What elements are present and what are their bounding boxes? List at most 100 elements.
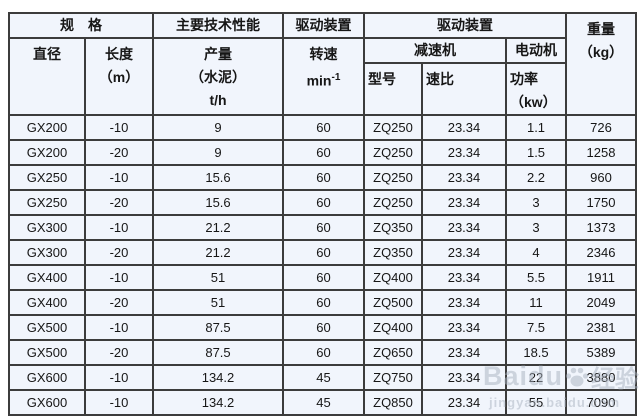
table-cell: 60 [282, 339, 365, 366]
table-cell: 1911 [565, 264, 638, 291]
table-cell: 7090 [565, 389, 638, 416]
header-diameter: 直径 [8, 37, 86, 116]
table-cell: 134.2 [152, 389, 284, 416]
table-cell: 5389 [565, 339, 638, 366]
table-cell: 9 [152, 114, 284, 141]
table-row: GX600 -10 134.2 45 ZQ750 23.34 22 3880 [8, 364, 638, 391]
table-cell: 23.34 [421, 364, 507, 391]
header-speed-line1: 转速 [309, 46, 338, 62]
table-cell: GX400 [8, 264, 86, 291]
table-cell: 1258 [565, 139, 638, 166]
header-model: 型号 [363, 62, 423, 116]
table-row: GX200 -10 9 60 ZQ250 23.34 1.1 726 [8, 114, 638, 141]
header-drive-unit-2: 驱动装置 [362, 12, 568, 39]
table-cell: 726 [565, 114, 638, 141]
header-reducer: 减速机 [363, 37, 507, 64]
header-length-line1: 长度 [105, 46, 133, 62]
table-cell: GX200 [8, 139, 86, 166]
table-cell: 23.34 [421, 114, 507, 141]
table-row: GX500 -10 87.5 60 ZQ400 23.34 7.5 2381 [8, 314, 638, 341]
table-cell: -20 [84, 289, 154, 316]
table-cell: 60 [282, 239, 365, 266]
table-cell: 23.34 [421, 389, 507, 416]
header-drive-unit-1: 驱动装置 [282, 12, 365, 39]
table-cell: 960 [565, 164, 638, 191]
table-cell: ZQ650 [363, 339, 423, 366]
table-cell: 2.2 [504, 164, 568, 191]
table-cell: 3880 [565, 364, 638, 391]
table-cell: 60 [282, 214, 365, 241]
table-cell: 3 [504, 214, 568, 241]
table-row: GX600 -10 134.2 45 ZQ850 23.34 55 7090 [8, 389, 638, 416]
table-cell: GX300 [8, 239, 86, 266]
header-speed-line2: min-1 [306, 72, 341, 89]
header-weight: 重量 （kg） [565, 12, 638, 116]
table-cell: 22 [504, 364, 568, 391]
table-cell: -10 [84, 364, 154, 391]
table-cell: ZQ250 [363, 189, 423, 216]
table-row: GX200 -20 9 60 ZQ250 23.34 1.5 1258 [8, 139, 638, 166]
table-cell: -20 [84, 139, 154, 166]
table-body: GX200 -10 9 60 ZQ250 23.34 1.1 726 GX200 -20 9 60 ZQ… [8, 114, 638, 416]
table-cell: 1.5 [504, 139, 568, 166]
table-cell: -10 [84, 314, 154, 341]
table-cell: 23.34 [421, 264, 507, 291]
table-cell: -10 [84, 214, 154, 241]
table-cell: -10 [84, 114, 154, 141]
header-capacity-line2: （水泥） [190, 69, 246, 85]
header-row-1: 规 格 主要技术性能 驱动装置 驱动装置 重量 （kg） [8, 12, 638, 116]
header-capacity-line3: t/h [209, 92, 227, 108]
header-power-line2: （kw） [510, 94, 557, 110]
table-cell: ZQ850 [363, 389, 423, 416]
table-cell: 21.2 [152, 214, 284, 241]
table-cell: 2346 [565, 239, 638, 266]
table-cell: -10 [84, 389, 154, 416]
header-length: 长度 （m） [84, 37, 154, 116]
speed-exponent: -1 [331, 72, 341, 83]
table-cell: 60 [282, 189, 365, 216]
table-cell: GX600 [8, 364, 86, 391]
table-cell: GX250 [8, 189, 86, 216]
table-cell: 60 [282, 289, 365, 316]
header-ratio: 速比 [421, 62, 507, 116]
table-cell: 18.5 [504, 339, 568, 366]
table-cell: 1750 [565, 189, 638, 216]
table-cell: GX500 [8, 314, 86, 341]
table-cell: GX400 [8, 289, 86, 316]
header-capacity: 产量 （水泥） t/h [152, 37, 284, 116]
table-cell: ZQ400 [363, 264, 423, 291]
table-cell: 23.34 [421, 314, 507, 341]
table-cell: 45 [282, 364, 365, 391]
header-motor: 电动机 [504, 37, 568, 64]
header-weight-line1: 重量 [587, 21, 616, 37]
table-cell: GX250 [8, 164, 86, 191]
table-cell: 60 [282, 314, 365, 341]
table-row: GX300 -20 21.2 60 ZQ350 23.34 4 2346 [8, 239, 638, 266]
table-row: GX250 -10 15.6 60 ZQ250 23.34 2.2 960 [8, 164, 638, 191]
table-cell: 60 [282, 264, 365, 291]
header-row-3: 型号 速比 功率 （kw） [9, 62, 636, 116]
table-cell: 60 [282, 164, 365, 191]
table-cell: 1.1 [504, 114, 568, 141]
table-cell: 60 [282, 139, 365, 166]
table-cell: 3 [504, 189, 568, 216]
table-cell: 23.34 [421, 339, 507, 366]
spec-table: 规 格 主要技术性能 驱动装置 驱动装置 重量 （kg） 直径 长度 （m） 产… [8, 12, 638, 416]
table-row: GX500 -20 87.5 60 ZQ650 23.34 18.5 5389 [8, 339, 638, 366]
header-row-2: 直径 长度 （m） 产量 （水泥） t/h 转速 min-1 减速机 电动机 [8, 37, 636, 116]
table-cell: ZQ250 [363, 164, 423, 191]
table-cell: 23.34 [421, 189, 507, 216]
header-main-performance: 主要技术性能 [152, 12, 284, 39]
table-cell: 4 [504, 239, 568, 266]
table-cell: ZQ400 [363, 314, 423, 341]
table-cell: GX300 [8, 214, 86, 241]
header-power: 功率 （kw） [504, 62, 568, 116]
table-cell: 1373 [565, 214, 638, 241]
table-cell: 23.34 [421, 139, 507, 166]
table-cell: ZQ350 [363, 214, 423, 241]
table-cell: ZQ350 [363, 239, 423, 266]
table-cell: 21.2 [152, 239, 284, 266]
table-cell: 23.34 [421, 214, 507, 241]
table-cell: ZQ500 [363, 289, 423, 316]
table-cell: 2049 [565, 289, 638, 316]
